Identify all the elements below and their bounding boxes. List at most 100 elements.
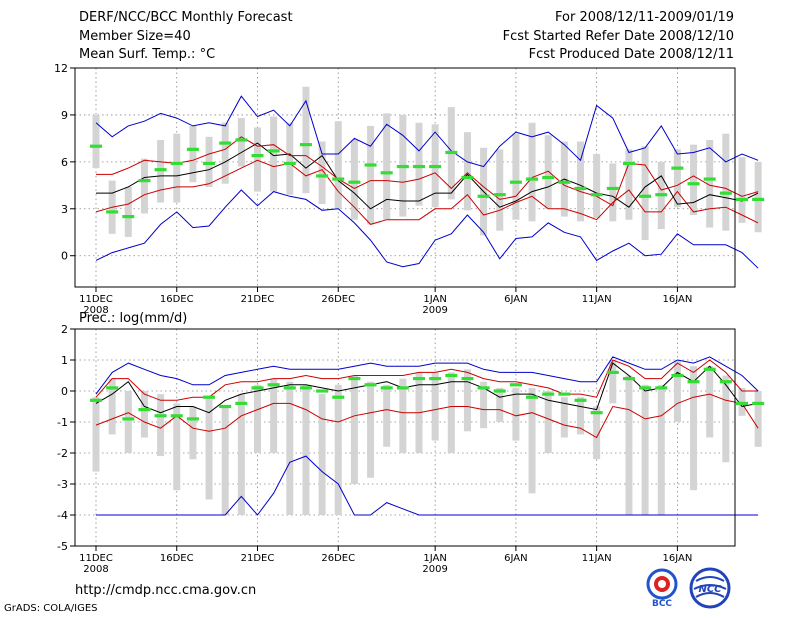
temp-line-min (95, 95, 759, 168)
prec-frame (74, 328, 736, 547)
temp-median-mark (445, 150, 458, 155)
temp-box-bar (302, 86, 310, 194)
prec-box-bar (722, 375, 730, 463)
prec-ytick-label: -5 (57, 540, 68, 553)
prec-box-bar (189, 406, 197, 460)
temp-median-mark (106, 210, 119, 214)
temp-box-bar (577, 141, 584, 222)
ncc-logo: NCC (689, 567, 731, 609)
prec-ytick-label: -4 (57, 509, 68, 522)
temp-box-bar (706, 139, 714, 228)
grads-credit: GrADS: COLA/IGES (4, 603, 98, 614)
temp-median-mark (639, 194, 652, 198)
prec-box-bar (690, 366, 698, 491)
temp-box-bar (237, 118, 245, 167)
temp-median-mark (655, 193, 668, 197)
temp-xtick-label: 11JAN (582, 294, 612, 305)
temp-ytick-label: 12 (54, 62, 68, 75)
prec-ytick-label: 1 (61, 354, 68, 367)
temp-median-mark (413, 164, 425, 169)
temp-box-bar (334, 121, 342, 209)
prec-box-bar (463, 369, 471, 432)
temp-median-mark (380, 171, 393, 175)
prec-median-mark (235, 401, 248, 405)
temp-median-mark (719, 191, 732, 195)
prec-median-mark (154, 414, 167, 418)
prec-box-bar (383, 384, 391, 447)
prec-median-mark (429, 377, 442, 381)
prec-median-mark (493, 389, 506, 393)
prec-median-mark (186, 417, 199, 421)
prec-median-mark (90, 398, 102, 402)
temp-median-mark (429, 164, 442, 169)
temp-median-mark (235, 138, 248, 142)
prec-ytick-label: 2 (61, 323, 68, 336)
forecast-started-date: Fcst Started Refer Date 2008/12/10 (502, 29, 734, 44)
prec-median-mark (170, 414, 183, 418)
temp-median-mark (348, 180, 361, 184)
temp-box-bar (496, 149, 504, 231)
temp-median-mark (526, 177, 539, 181)
temp-frame (74, 67, 736, 288)
prec-line-max (96, 455, 759, 516)
prec-median-mark (348, 377, 361, 381)
prec-median-mark (138, 408, 151, 412)
chart-title: DERF/NCC/BCC Monthly Forecast (79, 10, 293, 25)
temp-box-bar (270, 116, 278, 192)
temp-xtick-label: 6JAN (504, 294, 527, 305)
prec-box-bar (447, 372, 455, 453)
temp-median-mark (219, 141, 232, 145)
temp-median-mark (477, 194, 490, 198)
prec-box-bar (641, 384, 649, 515)
prec-box-bar (431, 372, 439, 441)
website-url[interactable]: http://cmdp.ncc.cma.gov.cn (75, 583, 257, 598)
temp-xtick-label: 11DEC (79, 294, 113, 305)
prec-box-bar (124, 391, 132, 453)
temp-box-bar (609, 163, 617, 222)
member-size: Member Size=40 (79, 29, 191, 44)
temp-median-mark (364, 163, 377, 167)
temp-median-mark (752, 197, 765, 201)
temp-box-bar (350, 139, 358, 220)
temp-xtick-label: 26DEC (321, 294, 355, 305)
temp-box-bar (221, 122, 229, 184)
prec-box-bar (270, 378, 278, 453)
temp-median-mark (509, 180, 522, 184)
temp-line-mean (96, 142, 759, 210)
temp-median-mark (687, 182, 700, 186)
temp-median-mark (316, 174, 329, 178)
temp-box-bar (512, 133, 520, 220)
temp-ytick-label: 0 (61, 250, 68, 263)
temp-box-bar (641, 146, 649, 241)
prec-box-bar (673, 360, 681, 422)
temp-median-mark (138, 179, 151, 183)
temp-median-mark (622, 161, 635, 166)
prec-median-mark (283, 386, 296, 390)
temp-xtick-label: 21DEC (241, 294, 275, 305)
bcc-logo: BCC (646, 568, 678, 608)
prec-ytick-label: 0 (61, 385, 68, 398)
temp-median-mark (558, 180, 571, 184)
prec-line-min (95, 356, 759, 395)
prec-box-bar (496, 387, 504, 422)
prec-median-mark (203, 395, 216, 399)
temp-box-bar (722, 133, 730, 231)
temp-box-bar (593, 154, 601, 219)
temp-median-mark (736, 197, 748, 201)
prec-box-bar (593, 406, 601, 460)
temp-box-bar (544, 135, 552, 209)
prec-box-bar (706, 366, 714, 438)
temp-box-bar (415, 122, 423, 206)
prec-box-bar (577, 397, 584, 435)
prec-box-bar (318, 394, 326, 515)
temp-median-mark (606, 186, 619, 191)
temp-box-bar (673, 149, 681, 208)
temp-xtick-year: 2009 (422, 305, 447, 316)
prec-median-mark (719, 380, 732, 384)
prec-box-bar (480, 381, 488, 429)
temp-xtick-label: 16JAN (662, 294, 692, 305)
prec-box-bar (173, 403, 181, 491)
prec-median-mark (299, 386, 312, 390)
prec-median-mark (655, 386, 668, 390)
